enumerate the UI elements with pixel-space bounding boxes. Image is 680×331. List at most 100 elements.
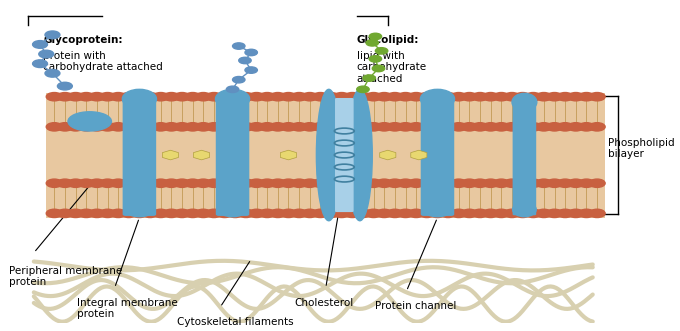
Circle shape bbox=[239, 57, 251, 64]
Circle shape bbox=[504, 179, 520, 187]
Circle shape bbox=[344, 179, 360, 187]
Circle shape bbox=[46, 93, 63, 101]
Circle shape bbox=[536, 179, 552, 187]
Circle shape bbox=[525, 179, 541, 187]
Circle shape bbox=[184, 93, 201, 101]
FancyBboxPatch shape bbox=[122, 97, 156, 216]
Circle shape bbox=[312, 93, 328, 101]
Circle shape bbox=[233, 43, 245, 49]
Circle shape bbox=[429, 179, 445, 187]
Circle shape bbox=[226, 86, 239, 93]
Circle shape bbox=[131, 93, 148, 101]
Circle shape bbox=[387, 123, 403, 131]
Circle shape bbox=[89, 179, 105, 187]
Circle shape bbox=[557, 123, 573, 131]
Circle shape bbox=[248, 93, 265, 101]
Circle shape bbox=[67, 209, 84, 217]
Circle shape bbox=[547, 209, 562, 217]
Circle shape bbox=[291, 93, 307, 101]
Ellipse shape bbox=[513, 202, 537, 217]
Circle shape bbox=[429, 209, 445, 217]
Text: Glycolipid:: Glycolipid: bbox=[357, 35, 419, 45]
Circle shape bbox=[67, 93, 84, 101]
Circle shape bbox=[57, 123, 73, 131]
Circle shape bbox=[153, 93, 169, 101]
Circle shape bbox=[536, 123, 552, 131]
Circle shape bbox=[408, 93, 424, 101]
Circle shape bbox=[375, 48, 388, 54]
Circle shape bbox=[547, 123, 562, 131]
Circle shape bbox=[121, 209, 137, 217]
Circle shape bbox=[270, 123, 286, 131]
Circle shape bbox=[227, 179, 243, 187]
Circle shape bbox=[78, 179, 95, 187]
Circle shape bbox=[57, 93, 73, 101]
Circle shape bbox=[387, 179, 403, 187]
Circle shape bbox=[451, 123, 466, 131]
Circle shape bbox=[472, 179, 488, 187]
Circle shape bbox=[174, 179, 190, 187]
Circle shape bbox=[429, 123, 445, 131]
Circle shape bbox=[483, 93, 498, 101]
Circle shape bbox=[557, 209, 573, 217]
Circle shape bbox=[291, 179, 307, 187]
Circle shape bbox=[376, 209, 392, 217]
Circle shape bbox=[363, 75, 375, 81]
Circle shape bbox=[493, 93, 509, 101]
Circle shape bbox=[216, 209, 233, 217]
Circle shape bbox=[248, 179, 265, 187]
Circle shape bbox=[33, 60, 48, 68]
Circle shape bbox=[515, 123, 530, 131]
Circle shape bbox=[589, 93, 605, 101]
Circle shape bbox=[245, 49, 258, 56]
Circle shape bbox=[440, 93, 456, 101]
Circle shape bbox=[45, 70, 60, 77]
Circle shape bbox=[291, 123, 307, 131]
Circle shape bbox=[369, 33, 381, 40]
Text: Phospholipid
bilayer: Phospholipid bilayer bbox=[608, 138, 675, 160]
Circle shape bbox=[142, 123, 158, 131]
Circle shape bbox=[270, 209, 286, 217]
Circle shape bbox=[366, 93, 381, 101]
Ellipse shape bbox=[68, 112, 112, 131]
Circle shape bbox=[110, 179, 126, 187]
Circle shape bbox=[372, 65, 385, 72]
Circle shape bbox=[397, 209, 413, 217]
Circle shape bbox=[110, 93, 126, 101]
Circle shape bbox=[472, 209, 488, 217]
Circle shape bbox=[419, 123, 435, 131]
Circle shape bbox=[419, 179, 435, 187]
Circle shape bbox=[163, 123, 180, 131]
Circle shape bbox=[67, 179, 84, 187]
Circle shape bbox=[280, 209, 296, 217]
Circle shape bbox=[451, 93, 466, 101]
Ellipse shape bbox=[512, 93, 537, 111]
Text: Protein channel: Protein channel bbox=[375, 301, 457, 311]
Circle shape bbox=[302, 209, 318, 217]
Circle shape bbox=[376, 179, 392, 187]
Circle shape bbox=[568, 93, 584, 101]
Circle shape bbox=[238, 179, 254, 187]
Circle shape bbox=[323, 123, 339, 131]
Circle shape bbox=[206, 123, 222, 131]
Circle shape bbox=[174, 123, 190, 131]
Ellipse shape bbox=[124, 199, 155, 217]
Ellipse shape bbox=[420, 89, 454, 109]
Text: lipid with
carbohydrate
attached: lipid with carbohydrate attached bbox=[357, 51, 427, 84]
Circle shape bbox=[419, 209, 435, 217]
Circle shape bbox=[131, 179, 148, 187]
Circle shape bbox=[163, 209, 180, 217]
Circle shape bbox=[110, 123, 126, 131]
Circle shape bbox=[46, 179, 63, 187]
Circle shape bbox=[259, 93, 275, 101]
Circle shape bbox=[323, 209, 339, 217]
Circle shape bbox=[184, 123, 201, 131]
Circle shape bbox=[579, 93, 594, 101]
Circle shape bbox=[89, 123, 105, 131]
Circle shape bbox=[376, 123, 392, 131]
Circle shape bbox=[589, 179, 605, 187]
Circle shape bbox=[121, 179, 137, 187]
Text: protein with
carbohydrate attached: protein with carbohydrate attached bbox=[43, 51, 163, 72]
Circle shape bbox=[536, 209, 552, 217]
Circle shape bbox=[568, 123, 584, 131]
